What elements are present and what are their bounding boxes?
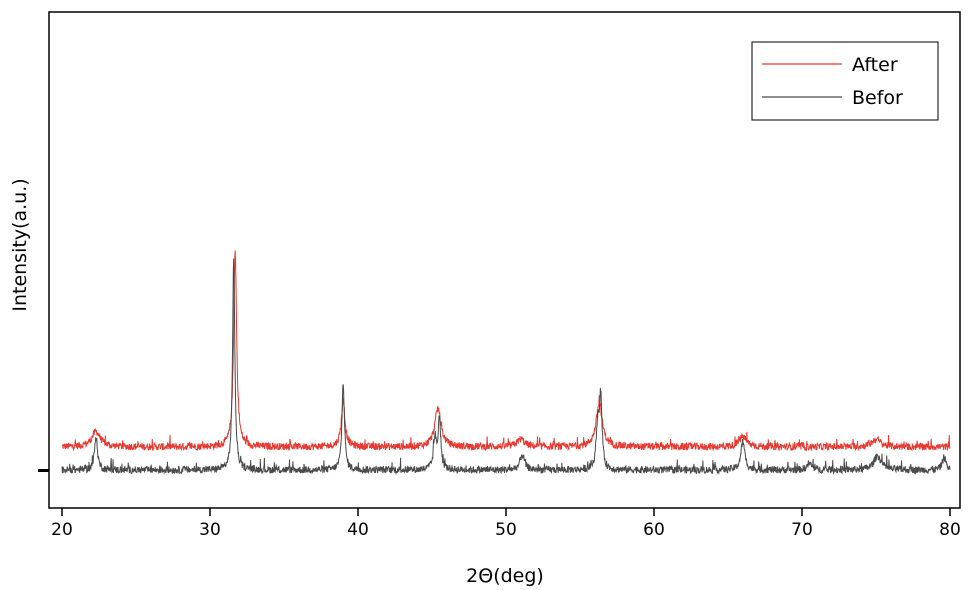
plot-frame xyxy=(48,11,961,509)
series-layer xyxy=(61,250,951,475)
axis-ticks: 20 30 40 50 60 70 80 xyxy=(51,508,961,540)
x-axis-title: 2Θ(deg) xyxy=(466,565,544,587)
x-tick-label: 60 xyxy=(643,520,665,540)
x-tick-label: 40 xyxy=(347,520,369,540)
x-tick-label: 80 xyxy=(939,520,961,540)
x-tick-label: 70 xyxy=(791,520,813,540)
x-tick-label: 30 xyxy=(199,520,221,540)
series-line-befor xyxy=(61,258,951,475)
legend-label-befor: Befor xyxy=(852,87,903,109)
y-baseline-marker xyxy=(38,469,49,472)
legend-label-after: After xyxy=(852,54,898,76)
legend: After Befor xyxy=(751,41,939,121)
legend-box xyxy=(751,41,939,121)
x-tick-label: 50 xyxy=(495,520,517,540)
x-tick-label: 20 xyxy=(51,520,73,540)
y-axis-title: Intensity(a.u.) xyxy=(9,178,31,311)
series-line-after xyxy=(61,250,951,452)
